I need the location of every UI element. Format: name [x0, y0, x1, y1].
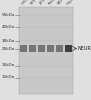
Text: 3T3: 3T3 [39, 0, 47, 6]
Text: 55kDa: 55kDa [1, 12, 15, 16]
Bar [29, 45, 36, 52]
Text: HeLa: HeLa [21, 0, 30, 6]
Bar [47, 45, 54, 52]
Text: Rat1: Rat1 [48, 0, 57, 6]
Text: 30kDa: 30kDa [1, 38, 15, 42]
Bar [20, 45, 27, 52]
Bar [65, 45, 72, 52]
Text: 25kDa: 25kDa [1, 46, 15, 50]
Bar [38, 45, 45, 52]
Bar [19, 7, 73, 94]
Text: HepG2: HepG2 [66, 0, 78, 6]
Text: NEUROG1: NEUROG1 [78, 46, 91, 51]
Bar [56, 45, 63, 52]
Text: 40kDa: 40kDa [1, 24, 15, 28]
Text: MCF7: MCF7 [57, 0, 67, 6]
Text: 10kDa: 10kDa [1, 76, 15, 80]
Text: 15kDa: 15kDa [1, 64, 15, 68]
Text: SY5Y: SY5Y [30, 0, 39, 6]
